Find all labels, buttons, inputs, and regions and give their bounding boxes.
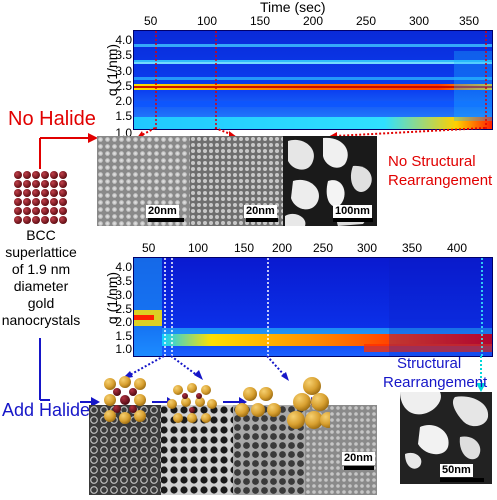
label-line: of 1.9 nm — [11, 261, 71, 277]
label-line: gold — [27, 295, 55, 311]
top-saxs-heatmap — [133, 30, 493, 130]
y-tick-label: 4.0 — [115, 260, 132, 274]
outcome-line: Structural — [397, 355, 462, 372]
add-halide-label: Add Halide — [2, 400, 91, 420]
nanocrystal-transition-models — [104, 376, 330, 429]
scale-bar-label: 20nm — [146, 205, 179, 218]
scale-bar — [148, 218, 184, 222]
x-tick-label: 300 — [409, 14, 430, 28]
y-tick-label: 1.5 — [115, 329, 132, 343]
y-tick-label: 4.0 — [115, 33, 132, 47]
y-tick-label: 1.5 — [115, 109, 132, 123]
cluster-intermediate — [167, 383, 217, 423]
x-tick-label: 150 — [250, 14, 271, 28]
y-tick-label: 2.0 — [115, 94, 132, 108]
cluster-coalescing — [235, 387, 281, 417]
label-line: nanocrystals — [1, 312, 81, 328]
bottom-x-tick-labels: 50 100 150 200 250 300 350 400 — [0, 241, 497, 257]
y-tick-label: 3.5 — [115, 274, 132, 288]
bottom-y-tick-labels: 4.0 3.5 3.0 2.5 2.0 1.5 1.0 — [102, 258, 132, 358]
y-tick-label: 2.5 — [115, 79, 132, 93]
x-tick-label: 150 — [234, 241, 255, 255]
x-tick-label: 400 — [447, 241, 468, 255]
bottom-saxs-heatmap — [133, 257, 493, 357]
scale-bar — [246, 218, 278, 222]
y-tick-label: 2.5 — [115, 302, 132, 316]
x-tick-label: 350 — [459, 14, 480, 28]
x-tick-label: 100 — [188, 241, 209, 255]
bcc-superlattice-label: BCC superlattice of 1.9 nm diameter gold… — [0, 227, 82, 329]
scale-bar-label: 100nm — [333, 205, 372, 218]
y-tick-label: 3.0 — [115, 64, 132, 78]
top-x-axis-title: Time (sec) — [260, 0, 326, 15]
outcome-line: Rearrangement — [383, 374, 488, 391]
x-tick-label: 300 — [357, 241, 378, 255]
x-tick-label: 250 — [356, 14, 377, 28]
cluster-bcc-mixed — [104, 376, 146, 424]
x-tick-label: 250 — [313, 241, 334, 255]
no-halide-label: No Halide — [8, 108, 96, 130]
y-tick-label: 3.0 — [115, 288, 132, 302]
scale-bar — [440, 478, 484, 482]
y-tick-label: 1.0 — [115, 342, 132, 356]
scale-bar-label: 50nm — [440, 464, 473, 477]
outcome-line: No Structural — [388, 153, 476, 170]
no-structural-rearrangement-label: No Structural Rearrangement — [388, 152, 492, 190]
outcome-line: Rearrangement — [388, 172, 493, 189]
label-line: superlattice — [5, 244, 77, 260]
scale-bar — [333, 218, 373, 222]
x-tick-label: 350 — [402, 241, 423, 255]
cluster-large-crystals — [287, 377, 330, 429]
x-tick-label: 200 — [272, 241, 293, 255]
scale-bar-label: 20nm — [244, 205, 277, 218]
x-tick-label: 50 — [144, 14, 158, 28]
bcc-lattice-icon — [14, 171, 67, 224]
y-tick-label: 3.5 — [115, 48, 132, 62]
y-tick-label: 2.0 — [115, 315, 132, 329]
x-tick-label: 200 — [303, 14, 324, 28]
top-x-tick-labels: 50 100 150 200 250 300 350 — [0, 14, 497, 30]
label-line: diameter — [13, 278, 69, 294]
scale-bar-label: 20nm — [342, 452, 375, 465]
x-tick-label: 50 — [142, 241, 156, 255]
x-tick-label: 100 — [197, 14, 218, 28]
structural-rearrangement-label: Structural Rearrangement — [383, 354, 487, 392]
scale-bar — [344, 466, 374, 470]
label-line: BCC — [26, 227, 56, 243]
